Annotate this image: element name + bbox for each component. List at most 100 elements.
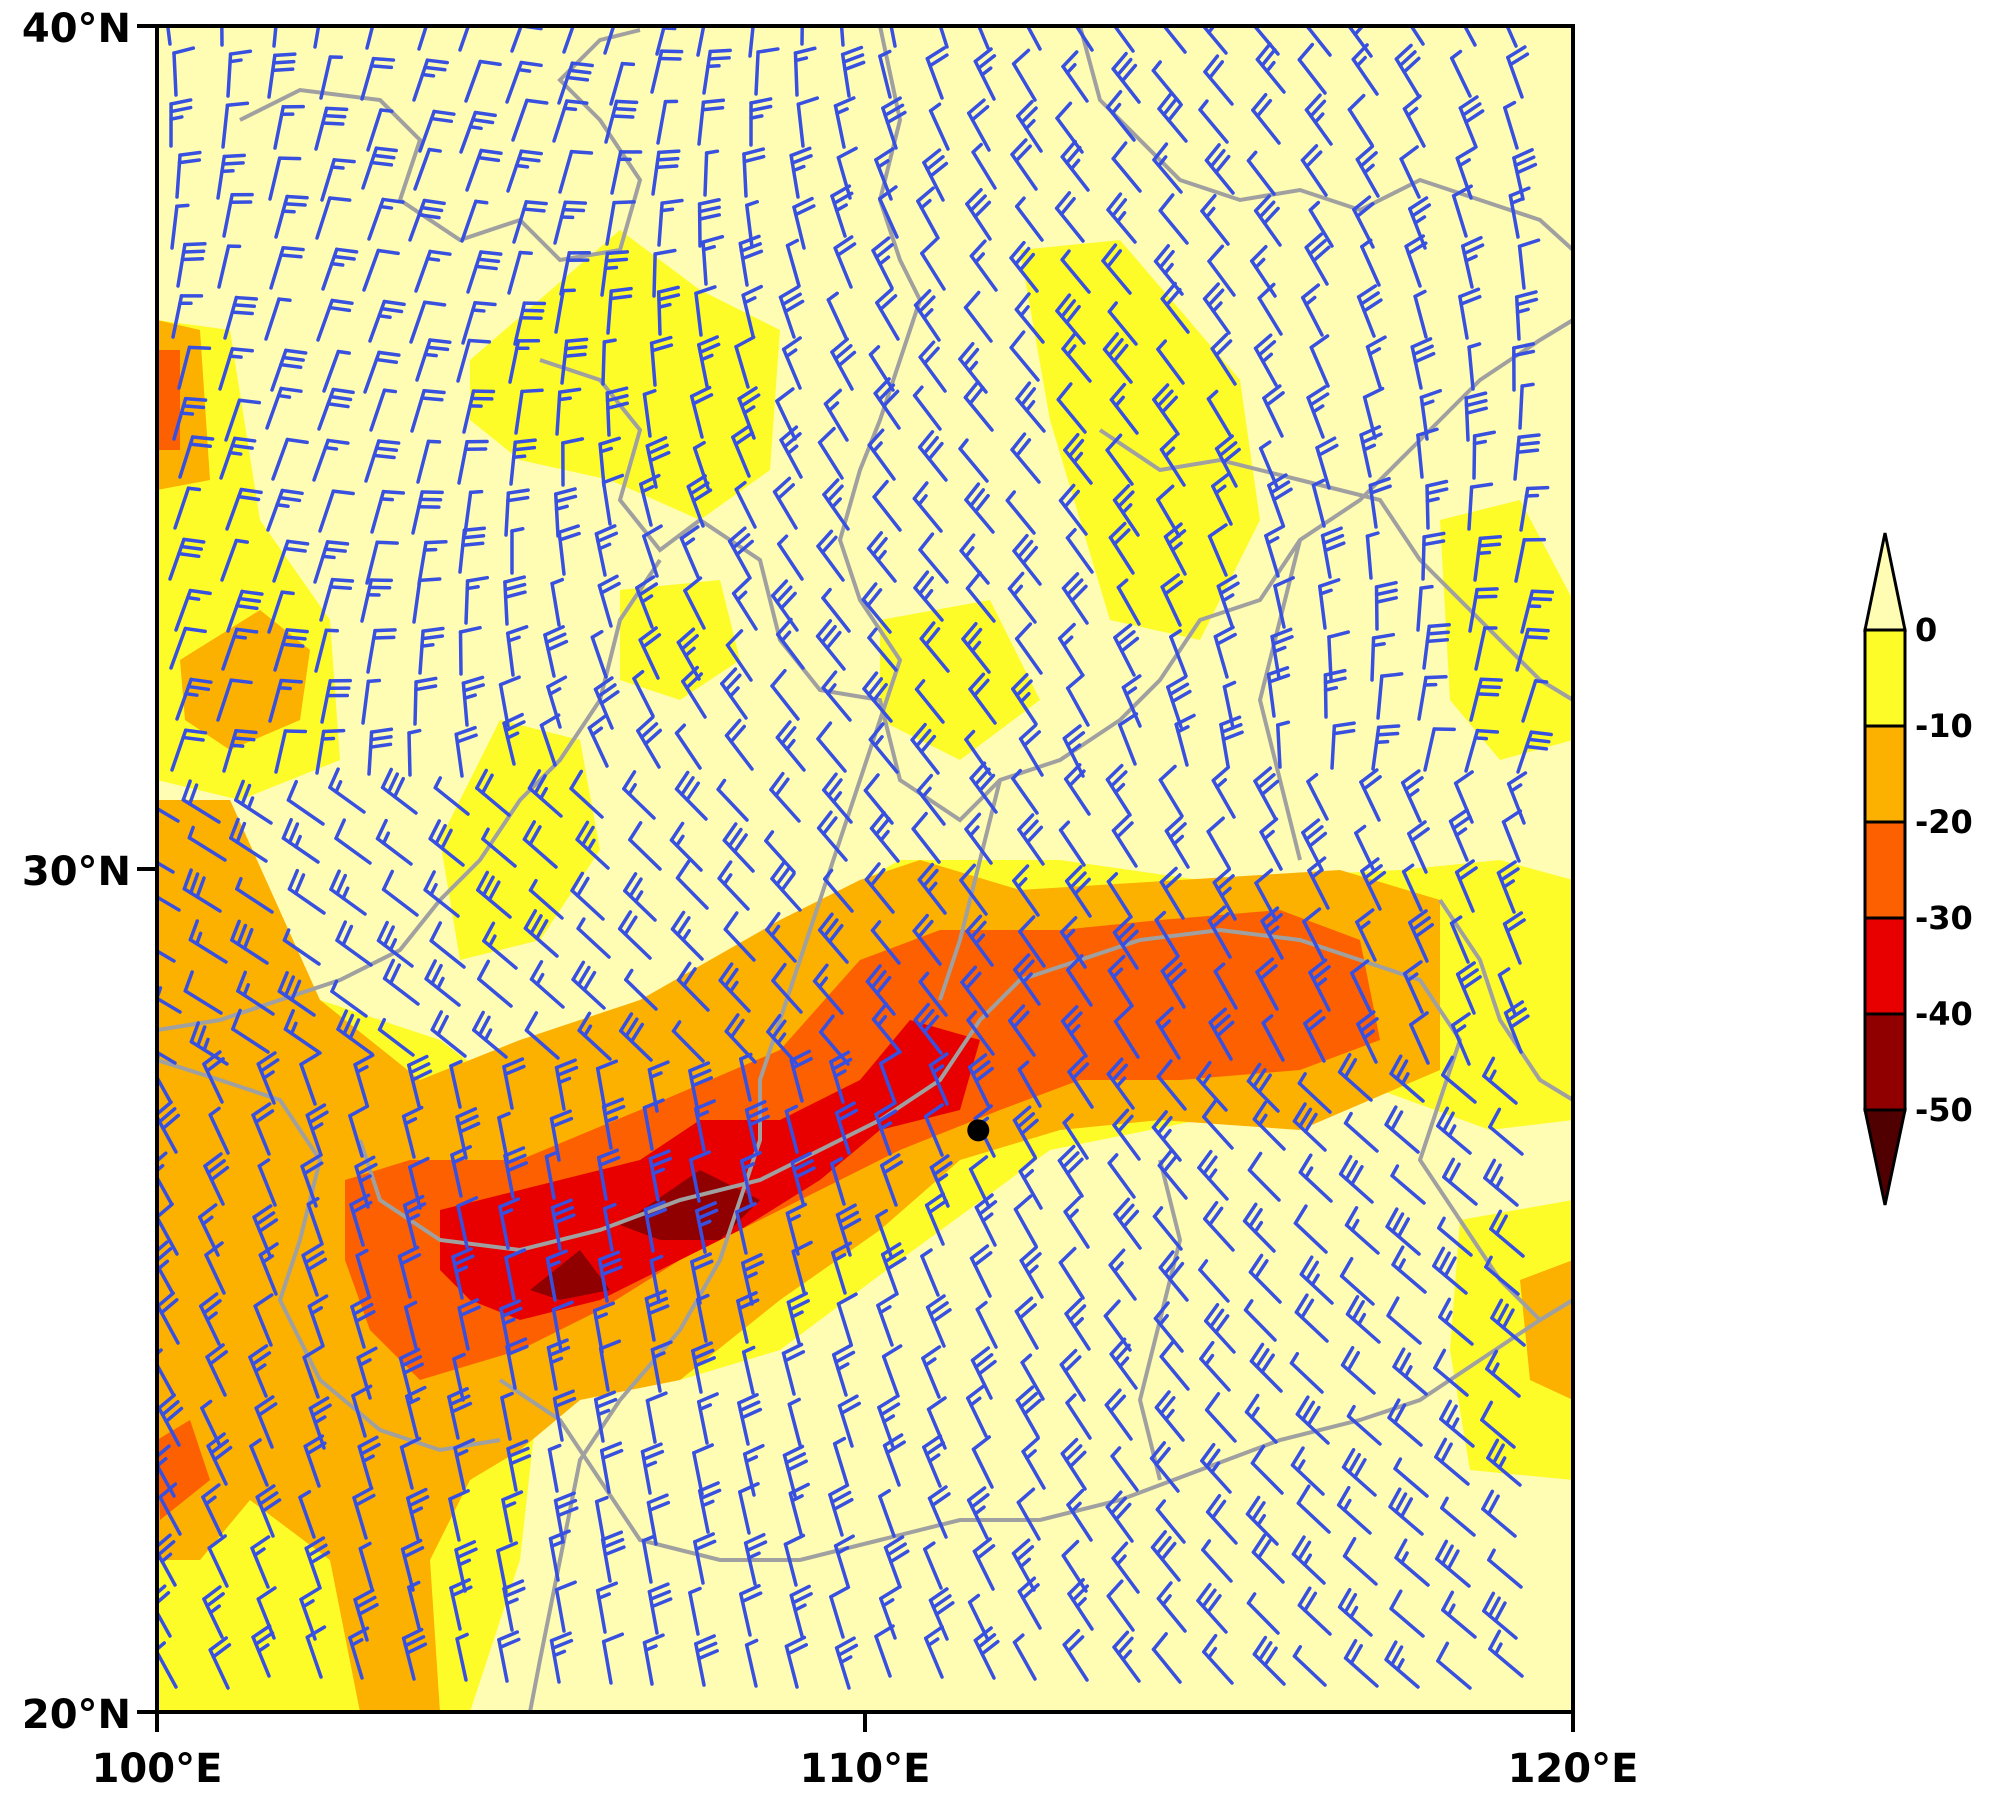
wind-barb-flag (1395, 1059, 1409, 1081)
wind-barb-shaft (208, 1113, 230, 1155)
wind-barb-shaft (694, 291, 703, 337)
wind-barb-shaft (1518, 384, 1524, 430)
wind-barb-shaft (696, 26, 706, 57)
wind-barb-flag (179, 544, 204, 551)
wind-barb-shaft (377, 1027, 415, 1057)
wind-barb-flag (1339, 1256, 1354, 1278)
wind-barb-flag (1433, 1348, 1447, 1370)
wind-barb-flag (836, 1292, 858, 1306)
wind-barb-flag (458, 625, 482, 634)
wind-barb-flag (570, 871, 585, 893)
wind-barb-flag (549, 1109, 572, 1121)
wind-barb-shaft (830, 1162, 846, 1206)
wind-barb-shaft (1012, 1640, 1037, 1681)
wind-barb-flag (183, 626, 207, 634)
wind-barb-flag (1475, 587, 1499, 592)
wind-barb-shaft (1433, 1366, 1469, 1397)
wind-barb-flag (582, 1024, 593, 1038)
wind-barb-flag (422, 300, 447, 307)
wind-barb-flag (829, 1585, 851, 1599)
wind-barb-shaft (1501, 820, 1521, 863)
wind-barb-shaft (207, 1546, 229, 1588)
wind-barb-flag (1065, 1011, 1083, 1030)
wind-barb-flag (358, 1358, 372, 1367)
wind-barb-flag (966, 1384, 986, 1400)
wind-barb-flag (1393, 1457, 1403, 1471)
wind-barb-shaft (1058, 828, 1086, 867)
wind-barb-flag (1410, 203, 1432, 218)
wind-barb-shaft (874, 1634, 892, 1678)
wind-barb-flag (1059, 916, 1078, 934)
wind-barb-flag (1266, 666, 1290, 677)
wind-barb-flag (1024, 12, 1032, 19)
wind-barb-flag (529, 960, 544, 981)
wind-barb-flag (1529, 730, 1553, 737)
wind-barb-flag (1200, 193, 1217, 213)
wind-barb-shaft (748, 26, 755, 58)
wind-barb-flag (738, 234, 761, 246)
wind-barb-flag (916, 773, 934, 793)
wind-barb-flag (506, 1439, 529, 1451)
wind-barb-flag (481, 827, 490, 841)
wind-barb-shaft (870, 928, 901, 965)
wind-barb-flag (548, 1529, 571, 1541)
wind-barb-flag (400, 1538, 423, 1552)
wind-barb-flag (225, 101, 250, 107)
wind-barb-flag (1021, 1583, 1040, 1600)
wind-barb-shaft (1365, 534, 1373, 580)
wind-barb-flag (675, 859, 691, 880)
wind-barb-flag (1515, 162, 1538, 175)
wind-barb-flag (283, 202, 307, 207)
wind-barb-flag (749, 104, 773, 113)
wind-barb-shaft (464, 59, 483, 103)
wind-barb-flag (198, 1203, 218, 1219)
wind-barb-flag (1061, 331, 1078, 351)
wind-barb-flag (1356, 284, 1378, 299)
wind-barb-flag (582, 970, 597, 992)
wind-barb-flag (159, 1298, 179, 1315)
wind-barb-flag (1115, 1554, 1127, 1567)
wind-barb-shaft (1156, 1074, 1187, 1111)
wind-barb-flag (1345, 1295, 1360, 1316)
wind-barb-flag (789, 146, 812, 158)
wind-barb-flag (221, 161, 245, 166)
wind-barb-flag (646, 1296, 669, 1308)
wind-barb-flag (306, 1543, 328, 1558)
wind-barb-flag (303, 1434, 325, 1449)
wind-barb-flag (922, 1014, 940, 1034)
wind-barb-shaft (1376, 674, 1384, 720)
wind-barb-shaft (416, 439, 431, 484)
wind-barb-shaft (1342, 1554, 1378, 1586)
wind-barb-flag (648, 1500, 671, 1512)
wind-barb-flag (277, 686, 292, 691)
wind-barb-flag (676, 916, 691, 937)
wind-barb-flag (651, 1167, 666, 1176)
wind-barb-flag (380, 767, 393, 790)
wind-barb-flag (970, 640, 982, 653)
wind-barb-flag (1509, 783, 1523, 793)
wind-barb-shaft (836, 1302, 853, 1346)
wind-barb-shaft (157, 1074, 172, 1103)
wind-barb-flag (230, 347, 255, 353)
wind-barb-flag (832, 1436, 847, 1446)
wind-barb-flag (382, 925, 395, 947)
wind-barb-flag (569, 149, 594, 155)
wind-barb-flag (746, 1107, 769, 1120)
wind-barb-flag (1303, 1591, 1318, 1613)
wind-barb-shaft (334, 836, 372, 865)
wind-barb-shaft (1521, 679, 1538, 723)
wind-barb-flag (195, 931, 203, 946)
wind-barb-shaft (1065, 968, 1093, 1007)
wind-barb-shaft (514, 389, 524, 435)
wind-barb-flag (816, 721, 833, 741)
wind-barb-flag (1174, 713, 1196, 727)
wind-barb-flag (1258, 964, 1278, 981)
wind-barb-flag (418, 577, 442, 583)
wind-barb-flag (876, 1014, 888, 1027)
wind-barb-flag (784, 1452, 807, 1465)
wind-barb-flag (1404, 234, 1426, 249)
wind-barb-flag (735, 539, 754, 557)
wind-barb-flag (283, 1008, 295, 1031)
wind-barb-flag (427, 147, 442, 153)
